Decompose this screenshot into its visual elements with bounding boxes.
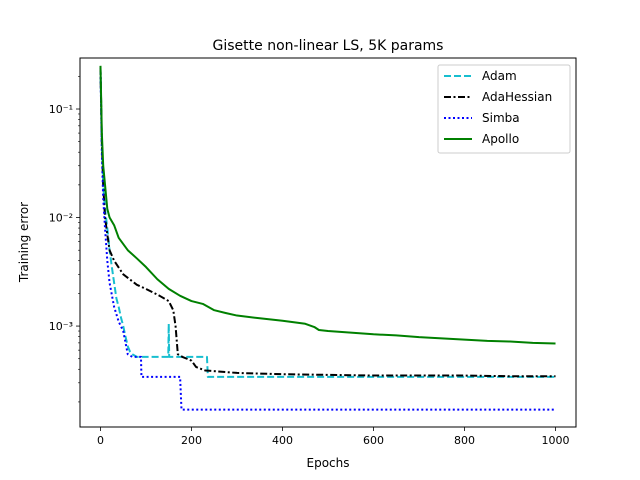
legend-label-adahessian: AdaHessian xyxy=(482,90,552,104)
x-tick-label: 600 xyxy=(363,434,384,447)
y-axis-label: Training error xyxy=(17,202,31,283)
x-tick-label: 400 xyxy=(272,434,293,447)
series-line-adahessian xyxy=(99,67,556,378)
tick-layer: 0 200 400 600 800 1000 10⁻³ 10⁻² 10⁻¹ xyxy=(49,76,570,447)
chart-title: Gisette non-linear LS, 5K params xyxy=(213,38,444,54)
legend-label-apollo: Apollo xyxy=(482,132,519,146)
legend-label-simba: Simba xyxy=(482,111,520,125)
x-tick-label: 1000 xyxy=(542,434,570,447)
legend-label-adam: Adam xyxy=(482,69,517,83)
y-tick-label: 10⁻³ xyxy=(49,320,73,333)
series-line-adam xyxy=(99,67,556,378)
y-tick-label: 10⁻² xyxy=(49,212,73,225)
series-layer xyxy=(99,65,556,411)
legend: Adam AdaHessian Simba Apollo xyxy=(437,64,571,154)
plot-frame xyxy=(79,57,577,428)
x-tick-label: 800 xyxy=(454,434,475,447)
x-tick-label: 200 xyxy=(181,434,202,447)
y-tick-label: 10⁻¹ xyxy=(49,103,73,116)
legend-box xyxy=(437,64,571,154)
series-line-apollo xyxy=(99,65,556,345)
x-axis-label: Epochs xyxy=(307,456,350,470)
x-tick-label: 0 xyxy=(97,434,104,447)
series-line-simba xyxy=(99,67,556,411)
